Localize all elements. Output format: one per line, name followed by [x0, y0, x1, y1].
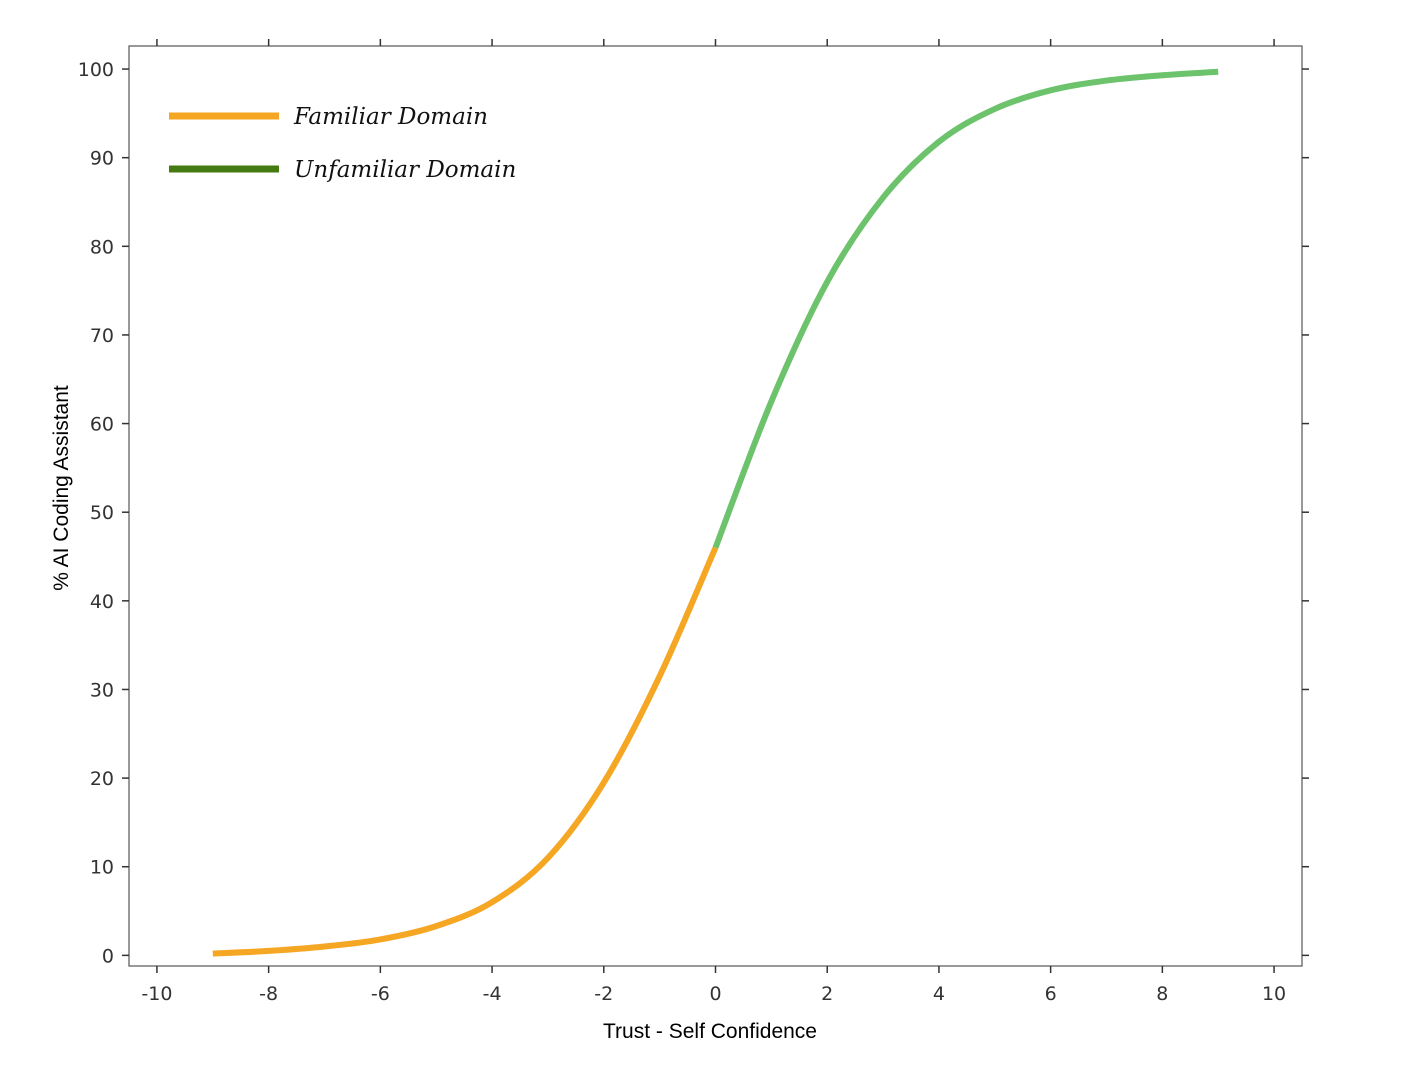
x-tick-label: -2	[594, 983, 613, 1005]
y-tick-label: 10	[90, 857, 114, 879]
x-tick-label: -4	[483, 983, 502, 1005]
x-tick-label: -10	[141, 983, 172, 1005]
axis-ticks	[122, 39, 1309, 973]
x-tick-label: -6	[371, 983, 390, 1005]
legend-label: Familiar Domain	[293, 104, 488, 130]
x-axis-title: Trust - Self Confidence	[603, 1020, 817, 1043]
y-tick-label: 20	[90, 768, 114, 790]
x-tick-label: 0	[709, 983, 721, 1005]
y-tick-label: 50	[90, 502, 114, 524]
plot-frame	[128, 45, 1303, 967]
x-tick-label: 4	[933, 983, 945, 1005]
series-layer	[212, 68, 1219, 957]
x-tick-label: 8	[1156, 983, 1168, 1005]
y-tick-label: 30	[90, 679, 114, 701]
y-tick-label: 60	[90, 414, 114, 436]
legend: Familiar Domain Unfamiliar Domain	[169, 104, 516, 183]
y-tick-label: 80	[90, 236, 114, 258]
series-line-unfamiliar-domain	[712, 68, 1219, 549]
y-tick-label: 90	[90, 148, 114, 170]
x-tick-label: -8	[259, 983, 278, 1005]
x-tick-label: 10	[1262, 983, 1286, 1005]
y-tick-label: 0	[102, 945, 114, 967]
x-tick-label: 2	[821, 983, 833, 1005]
y-tick-label: 70	[90, 325, 114, 347]
y-tick-label: 100	[78, 59, 114, 81]
series-line-familiar-domain	[212, 546, 719, 957]
y-tick-label: 40	[90, 591, 114, 613]
legend-label: Unfamiliar Domain	[294, 157, 516, 183]
y-axis-title: % AI Coding Assistant	[50, 385, 73, 591]
x-tick-label: 6	[1045, 983, 1057, 1005]
